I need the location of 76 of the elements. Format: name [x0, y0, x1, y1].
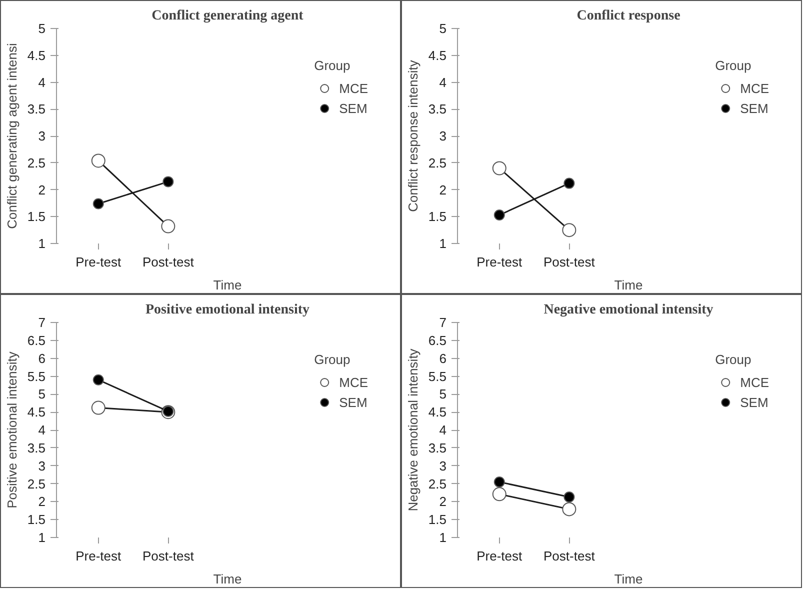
x-axis-title: Time [213, 572, 242, 586]
y-tick-label: 3.5 [428, 102, 447, 117]
y-tick-label: 2.5 [428, 155, 447, 170]
legend-label: MCE [740, 80, 769, 96]
y-tick-label: 2 [38, 182, 46, 198]
y-tick-label: 5 [439, 386, 447, 402]
y-tick-label: 1.5 [428, 209, 447, 224]
legend-title: Group [314, 352, 352, 367]
legend-label: MCE [740, 374, 769, 390]
y-tick-label: 5.5 [27, 368, 46, 384]
y-tick-label: 2.5 [27, 155, 46, 170]
x-tick-label: Post-test [142, 548, 194, 564]
y-tick-label: 4 [38, 422, 46, 438]
y-tick-label: 1 [38, 236, 46, 251]
legend-title: Group [314, 58, 352, 73]
y-tick-label: 1.5 [27, 512, 46, 528]
y-tick-label: 3 [38, 458, 46, 474]
y-tick-label: 3 [38, 128, 46, 144]
y-tick-label: 7 [38, 315, 46, 330]
legend-label: SEM [339, 394, 368, 410]
legend-label: SEM [740, 394, 768, 410]
y-tick-label: 4 [38, 74, 46, 90]
chart-title: Conflict generating agent [152, 8, 304, 24]
y-axis-title: Positive emotional intensity [4, 351, 20, 508]
y-tick-label: 7 [439, 315, 447, 330]
y-tick-label: 6.5 [27, 332, 46, 348]
y-tick-label: 5 [439, 21, 447, 36]
x-tick-label: Post-test [544, 548, 596, 564]
y-tick-label: 3.5 [27, 102, 46, 117]
legend-label: SEM [740, 100, 768, 116]
chart-title: Conflict response [576, 8, 680, 24]
y-tick-label: 1 [439, 236, 447, 251]
x-tick-label: Pre-test [476, 254, 523, 270]
y-tick-label: 5.5 [428, 368, 447, 384]
y-axis-title: Conflict generating agent intensi [4, 43, 20, 229]
chart-title: Positive emotional intensity [145, 302, 310, 318]
x-tick-label: Pre-test [76, 254, 122, 270]
y-tick-label: 6.5 [428, 332, 447, 348]
y-tick-label: 3.5 [27, 440, 46, 456]
x-axis-title: Time [614, 572, 643, 586]
y-tick-label: 2 [38, 494, 46, 510]
x-axis-title: Time [614, 278, 643, 292]
y-axis-title: Negative emotional intensity [405, 348, 420, 512]
y-tick-label: 6 [38, 350, 46, 366]
y-tick-label: 1 [38, 530, 46, 545]
x-tick-label: Pre-test [76, 548, 122, 564]
legend-title: Group [715, 58, 752, 73]
y-tick-label: 1 [439, 530, 447, 545]
legend-label: SEM [339, 100, 368, 116]
x-tick-label: Post-test [142, 254, 194, 270]
y-tick-label: 1.5 [27, 209, 46, 224]
y-tick-label: 4.5 [27, 404, 46, 420]
y-tick-label: 5 [38, 21, 46, 36]
x-tick-label: Pre-test [476, 548, 523, 564]
legend-label: MCE [339, 80, 368, 96]
y-tick-label: 3 [439, 128, 447, 144]
y-tick-label: 2 [439, 182, 447, 198]
legend-label: MCE [339, 374, 368, 390]
x-tick-label: Post-test [544, 254, 596, 270]
y-tick-label: 4.5 [27, 48, 46, 63]
legend-title: Group [715, 352, 752, 367]
y-axis-title: Conflict response intensity [405, 60, 420, 212]
y-tick-label: 4.5 [428, 48, 447, 63]
y-tick-label: 2.5 [428, 476, 447, 492]
y-tick-label: 4 [439, 422, 447, 438]
y-tick-label: 4.5 [428, 404, 447, 420]
y-tick-label: 1.5 [428, 512, 447, 528]
y-tick-label: 2.5 [27, 476, 46, 492]
chart-title: Negative emotional intensity [544, 302, 714, 318]
x-axis-title: Time [213, 278, 242, 292]
y-tick-label: 4 [439, 74, 447, 90]
y-tick-label: 6 [439, 350, 447, 366]
y-tick-label: 5 [38, 386, 46, 402]
y-tick-label: 3 [439, 458, 447, 474]
y-tick-label: 3.5 [428, 440, 447, 456]
y-tick-label: 2 [439, 494, 447, 510]
